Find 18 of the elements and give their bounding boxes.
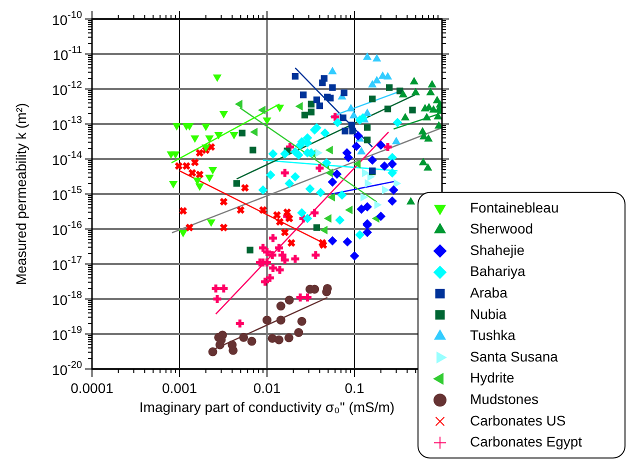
- legend-label: Shahejie: [470, 242, 525, 258]
- y-axis-title: Measured permeability k (m²): [12, 102, 29, 286]
- legend-label: Sherwood: [470, 220, 534, 237]
- legend-label: Mudstones: [470, 390, 538, 407]
- legend-label: Carbonates Egypt: [470, 434, 582, 450]
- x-tick-label: 0.0001: [70, 380, 114, 396]
- x-tick-label: 0.001: [162, 380, 198, 396]
- legend-label: Bahariya: [470, 263, 526, 280]
- legend-label: Santa Susana: [470, 348, 558, 364]
- legend-label: Carbonates US: [470, 412, 566, 428]
- legend-label: Tushka: [470, 327, 516, 344]
- x-tick-label: 0.01: [253, 380, 281, 396]
- x-axis-title: Imaginary part of conductivity σ₀" (mS/m): [139, 398, 395, 415]
- legend-label: Nubia: [470, 306, 507, 322]
- legend-label: Hydrite: [470, 370, 515, 386]
- x-tick-label: 0.1: [344, 380, 364, 396]
- legend-label: Fontainebleau: [470, 199, 559, 216]
- legend-label: Araba: [470, 284, 508, 300]
